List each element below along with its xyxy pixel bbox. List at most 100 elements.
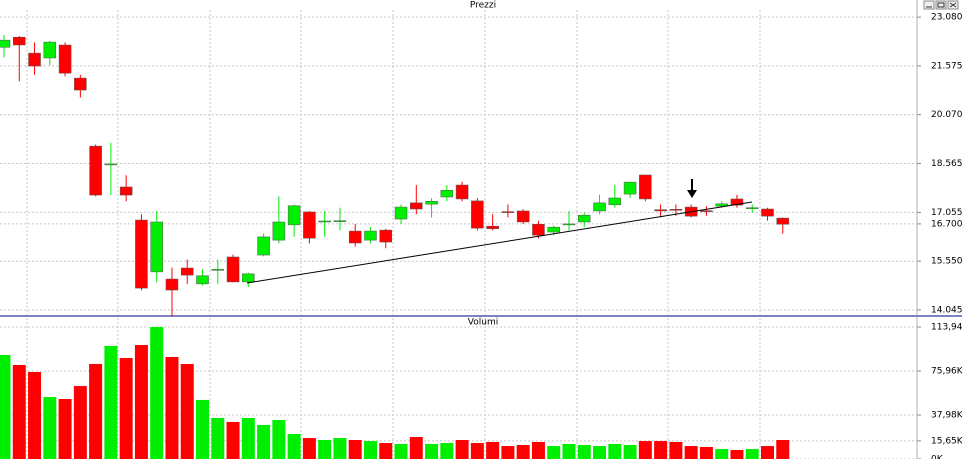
candle-body (89, 145, 102, 196)
volume-bar (776, 440, 790, 459)
volume-bar (287, 433, 301, 459)
price-panel-title: Prezzi (470, 1, 496, 11)
y-tick-label: 21.575 (931, 61, 962, 71)
volume-bar (211, 418, 225, 459)
volume-bar (43, 397, 57, 459)
candle-body (257, 236, 270, 256)
volume-bar (226, 421, 240, 459)
candle-body (318, 220, 331, 223)
volume-bar (73, 386, 87, 459)
candle-body (593, 202, 606, 212)
volume-bar (150, 327, 164, 459)
arrow-head (687, 190, 697, 198)
volume-bar (257, 424, 271, 459)
candle-body (471, 200, 484, 229)
candle-body (364, 230, 377, 241)
candle-body (211, 269, 225, 271)
minimize-button[interactable] (923, 0, 935, 10)
volume-bar (394, 443, 408, 459)
volume-bar (730, 449, 744, 459)
volume-bar (562, 443, 576, 459)
volume-bar (318, 440, 332, 459)
candle-body (74, 77, 87, 91)
trend-line (246, 201, 753, 284)
candle-body (761, 208, 774, 217)
volume-bar (89, 364, 103, 459)
candle-body (150, 221, 163, 273)
candle-body (440, 189, 454, 198)
candle-body (58, 44, 72, 74)
volume-bar (699, 446, 713, 459)
volume-bar (715, 449, 729, 459)
y-tick-label: 16.700 (931, 219, 962, 229)
volume-bar (180, 364, 194, 459)
candle-body (333, 220, 347, 222)
candle-body (226, 256, 240, 283)
y-tick-label: 14.045 (931, 305, 962, 315)
candle-body (28, 52, 41, 67)
candle-body (730, 198, 744, 206)
candle-body (639, 174, 652, 200)
arrow-marker (687, 179, 697, 198)
volume-bar (593, 446, 607, 459)
candle-body (455, 184, 469, 200)
candle-body (303, 211, 316, 239)
candle-body (608, 197, 622, 206)
y-tick-label: 15,65K (931, 436, 962, 446)
y-tick-label: 37,98K (931, 411, 962, 421)
volume-bar (196, 399, 210, 459)
y-tick-label: 23.080 (931, 13, 962, 23)
window-buttons[interactable] (923, 0, 959, 10)
volume-bar (684, 446, 698, 459)
vertical-grid (26, 10, 761, 459)
volume-bar (531, 441, 545, 459)
candle-body (287, 205, 301, 226)
volume-panel-title: Volumi (468, 318, 498, 328)
candle-body (654, 209, 667, 212)
y-tick-label: 113,94K (931, 323, 962, 333)
volume-bar (577, 444, 591, 459)
y-tick-label: 20.070 (931, 110, 962, 120)
volume-bar (348, 440, 362, 459)
volume-bar (409, 436, 423, 459)
candle-body (715, 203, 728, 207)
volume-bar (516, 444, 530, 459)
candle-body (348, 230, 362, 244)
volume-bar (486, 441, 500, 459)
volume-bar (669, 441, 683, 459)
candle-body (119, 186, 133, 196)
candle-body (0, 39, 11, 48)
volume-bar (379, 443, 393, 459)
volume-bar (165, 356, 179, 459)
volume-bar (58, 399, 72, 459)
candle-body (501, 211, 515, 213)
candle-body (745, 207, 759, 209)
maximize-button[interactable] (935, 0, 947, 10)
candle-body (410, 202, 423, 210)
volume-bar (134, 345, 148, 459)
candle-body (425, 200, 438, 205)
y-tick-label: 17.055 (931, 208, 962, 218)
volume-bar (302, 438, 316, 459)
volume-bar (608, 443, 622, 459)
volume-bar (455, 440, 469, 459)
volume-bar (470, 443, 484, 459)
y-tick-label: 18.565 (931, 159, 962, 169)
candle-body (623, 181, 637, 195)
volume-bar (119, 358, 133, 459)
volume-bar (501, 446, 515, 459)
candle-body (180, 267, 194, 276)
candle-body (516, 210, 530, 223)
candle-body (272, 221, 286, 241)
volume-bar (425, 443, 439, 459)
candle-body (394, 206, 408, 220)
candle-body (562, 223, 576, 226)
y-tick-label: 75,96K (931, 367, 962, 377)
volume-bar (547, 446, 561, 459)
candle-body (165, 278, 179, 291)
candle-body (486, 225, 499, 230)
candle-body (547, 226, 560, 233)
close-icon (949, 2, 957, 8)
volume-bar (745, 449, 759, 459)
